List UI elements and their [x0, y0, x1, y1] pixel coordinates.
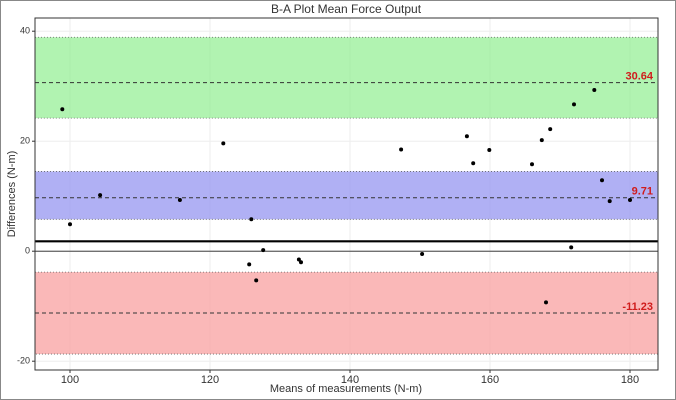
point [548, 127, 553, 132]
x-tick-label: 100 [61, 374, 79, 386]
point [177, 198, 182, 203]
point [464, 134, 469, 139]
y-tick-label: -20 [17, 356, 30, 366]
point [569, 245, 574, 250]
point [420, 251, 425, 256]
y-tick-label: 40 [20, 26, 30, 36]
point [249, 217, 254, 222]
point [221, 141, 226, 146]
point [600, 178, 604, 183]
point [592, 88, 597, 93]
y-tick-label: 0 [25, 246, 30, 256]
point [572, 102, 576, 107]
x-tick-label: 160 [481, 374, 499, 386]
y-tick-label: 20 [20, 136, 30, 146]
x-tick-label: 140 [341, 374, 359, 386]
x-axis-label: Means of measurements (N-m) [270, 383, 422, 395]
x-tick-label: 120 [201, 374, 219, 386]
point [544, 300, 548, 305]
x-tick-label: 180 [621, 374, 639, 386]
point [539, 138, 544, 143]
point [487, 148, 492, 152]
point [261, 248, 266, 253]
y-axis-label: Differences (N-m) [6, 151, 18, 238]
point [247, 262, 252, 267]
point [607, 199, 612, 204]
chart-title: B-A Plot Mean Force Output [271, 2, 422, 16]
point [296, 257, 301, 262]
plot-border [34, 17, 659, 371]
point [60, 107, 65, 112]
point [68, 222, 72, 227]
point [399, 147, 404, 152]
point [530, 162, 534, 167]
point [98, 193, 103, 198]
point [254, 278, 259, 283]
limit-label: -11.23 [622, 301, 653, 313]
limit-label: 9.71 [632, 186, 653, 198]
point [471, 161, 476, 166]
point [299, 260, 303, 265]
limit-band [34, 171, 659, 220]
point [628, 198, 632, 203]
limit-band [34, 36, 659, 119]
limit-label: 30.64 [625, 71, 653, 83]
